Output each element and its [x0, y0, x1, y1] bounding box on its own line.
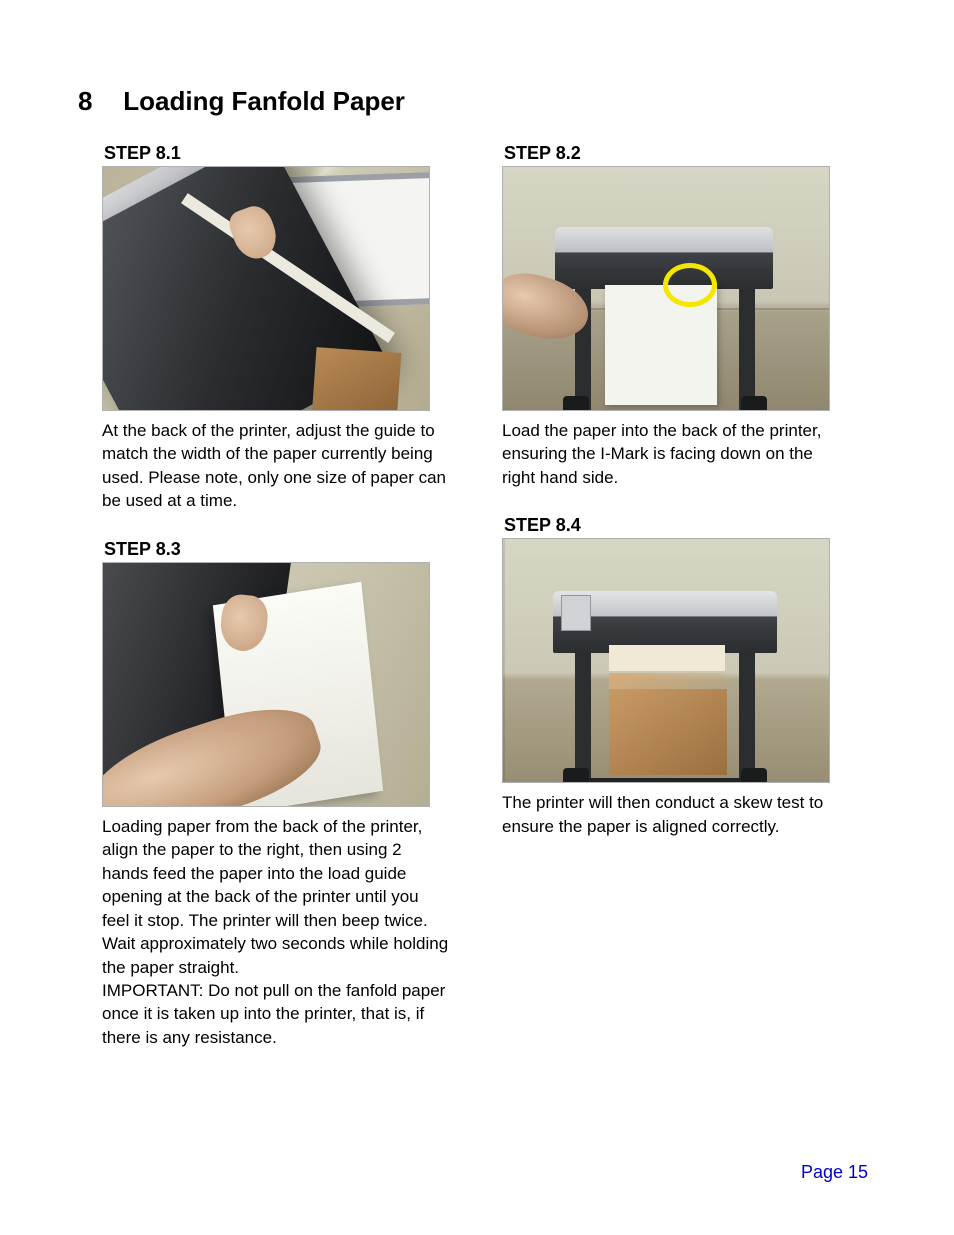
document-page: 8 Loading Fanfold Paper STEP 8.1 At the … [0, 0, 954, 1235]
step-photo [102, 166, 430, 411]
step-8-4: STEP 8.4 The printer will then conduct a… [502, 515, 850, 838]
section-number: 8 [78, 86, 116, 117]
step-photo [502, 166, 830, 411]
step-photo [102, 562, 430, 807]
step-8-2: STEP 8.2 Load the paper into the back of… [502, 143, 850, 489]
step-photo [502, 538, 830, 783]
content-columns: STEP 8.1 At the back of the printer, adj… [102, 143, 876, 1075]
page-number: Page 15 [801, 1162, 868, 1183]
step-8-1: STEP 8.1 At the back of the printer, adj… [102, 143, 450, 513]
section-title: Loading Fanfold Paper [123, 86, 405, 116]
step-caption: At the back of the printer, adjust the g… [102, 419, 450, 513]
annotation-circle-icon [663, 263, 717, 307]
step-label: STEP 8.3 [104, 539, 450, 560]
step-caption: Load the paper into the back of the prin… [502, 419, 850, 489]
step-caption: Loading paper from the back of the print… [102, 815, 450, 1050]
step-label: STEP 8.4 [504, 515, 850, 536]
step-label: STEP 8.1 [104, 143, 450, 164]
section-heading: 8 Loading Fanfold Paper [78, 86, 876, 117]
left-column: STEP 8.1 At the back of the printer, adj… [102, 143, 450, 1075]
right-column: STEP 8.2 Load the paper into the back of… [502, 143, 850, 1075]
step-label: STEP 8.2 [504, 143, 850, 164]
step-8-3: STEP 8.3 Loading paper from the back of … [102, 539, 450, 1050]
step-caption: The printer will then conduct a skew tes… [502, 791, 850, 838]
